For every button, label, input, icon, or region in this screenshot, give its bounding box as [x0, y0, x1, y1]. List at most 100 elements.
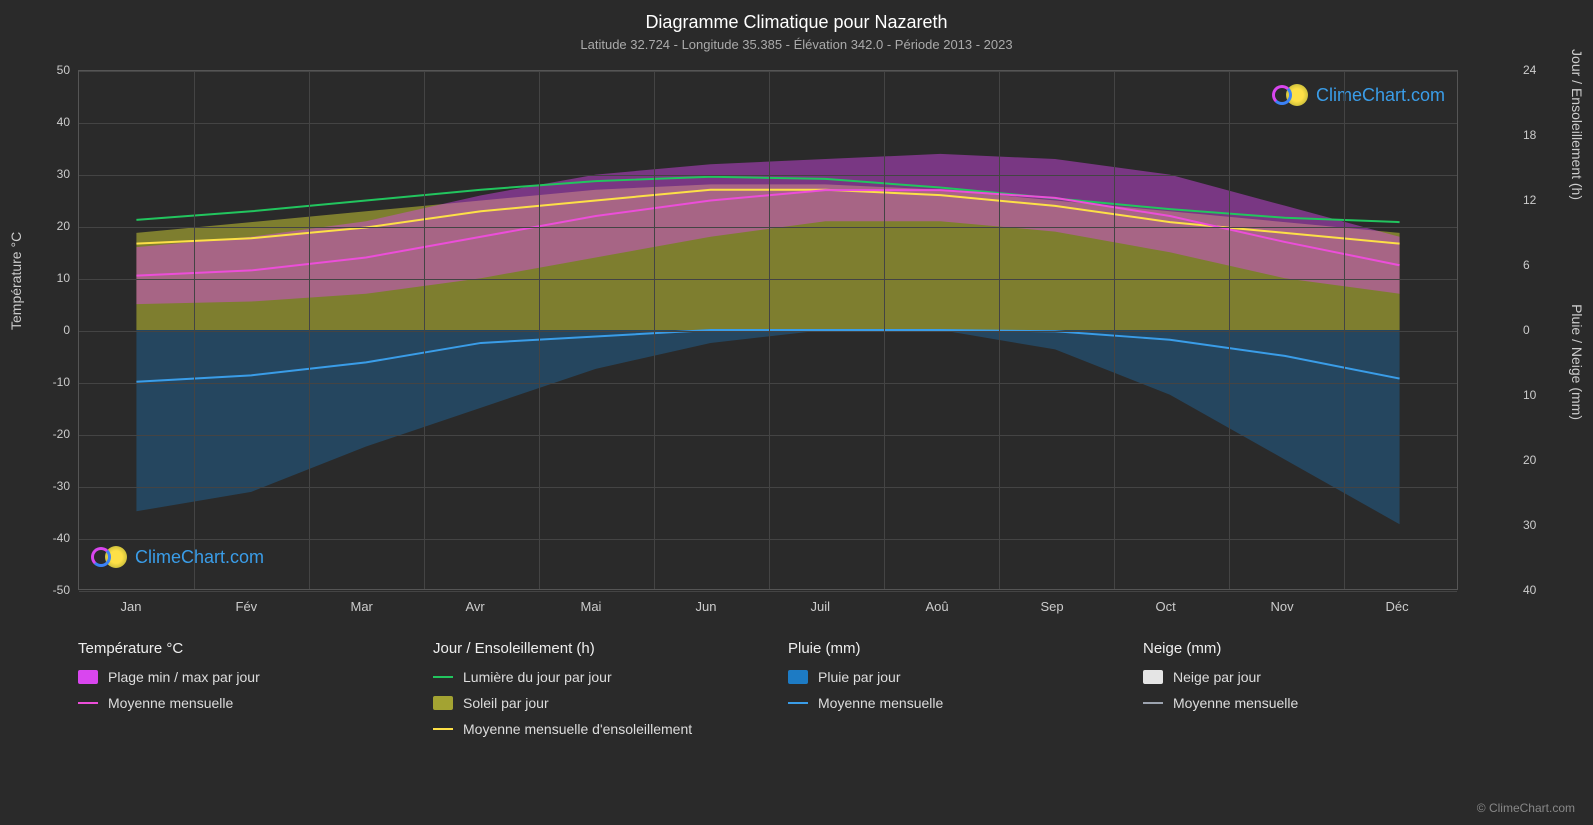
legend-label: Moyenne mensuelle d'ensoleillement — [463, 721, 692, 737]
chart-container: Diagramme Climatique pour Nazareth Latit… — [0, 0, 1593, 825]
y-left-tick: 30 — [57, 167, 70, 181]
legend-item: Moyenne mensuelle d'ensoleillement — [433, 721, 748, 737]
month-label: Oct — [1156, 599, 1176, 614]
legend-swatch — [1143, 702, 1163, 704]
legend-swatch — [433, 696, 453, 710]
grid-line-h — [79, 331, 1457, 332]
grid-line-v — [194, 71, 195, 589]
legend: Température °C Plage min / max par jour M… — [78, 640, 1458, 747]
legend-label: Neige par jour — [1173, 669, 1261, 685]
legend-label: Moyenne mensuelle — [818, 695, 943, 711]
legend-item: Moyenne mensuelle — [788, 695, 1103, 711]
grid-line-v — [999, 71, 1000, 589]
x-axis: JanFévMarAvrMaiJunJuilAoûSepOctNovDéc — [78, 595, 1458, 625]
month-label: Mar — [351, 599, 373, 614]
legend-item: Moyenne mensuelle — [1143, 695, 1458, 711]
legend-swatch — [788, 670, 808, 684]
legend-col-snow: Neige (mm) Neige par jour Moyenne mensuel… — [1143, 640, 1458, 747]
legend-label: Lumière du jour par jour — [463, 669, 612, 685]
legend-swatch — [788, 702, 808, 704]
y-left-tick: -40 — [53, 531, 70, 545]
grid-line-v — [539, 71, 540, 589]
y-right-bottom-tick: 10 — [1523, 388, 1536, 402]
month-label: Jan — [121, 599, 142, 614]
grid-line-v — [424, 71, 425, 589]
watermark-text: ClimeChart.com — [1316, 85, 1445, 106]
legend-item: Plage min / max par jour — [78, 669, 393, 685]
legend-col-rain: Pluie (mm) Pluie par jour Moyenne mensuel… — [788, 640, 1103, 747]
grid-line-h — [79, 227, 1457, 228]
legend-item: Neige par jour — [1143, 669, 1458, 685]
data-svg — [79, 71, 1457, 589]
legend-header-daylight: Jour / Ensoleillement (h) — [433, 640, 748, 657]
y-right-bottom-tick: 40 — [1523, 583, 1536, 597]
y-left-tick: -20 — [53, 427, 70, 441]
month-label: Sep — [1041, 599, 1064, 614]
grid-line-h — [79, 383, 1457, 384]
grid-line-h — [79, 591, 1457, 592]
grid-line-v — [1229, 71, 1230, 589]
grid-line-v — [884, 71, 885, 589]
watermark-top: ClimeChart.com — [1272, 83, 1445, 107]
y-left-tick: -50 — [53, 583, 70, 597]
grid-line-h — [79, 487, 1457, 488]
grid-line-h — [79, 175, 1457, 176]
y-right-top-tick: 12 — [1523, 193, 1536, 207]
y-axis-left: -50-40-30-20-1001020304050 — [20, 70, 75, 590]
legend-swatch — [78, 670, 98, 684]
legend-item: Lumière du jour par jour — [433, 669, 748, 685]
month-label: Avr — [466, 599, 485, 614]
month-label: Jun — [696, 599, 717, 614]
chart-title: Diagramme Climatique pour Nazareth — [0, 0, 1593, 33]
grid-line-v — [1114, 71, 1115, 589]
y-left-tick: 20 — [57, 219, 70, 233]
grid-line-h — [79, 279, 1457, 280]
month-label: Aoû — [926, 599, 949, 614]
y-right-bottom-tick: 30 — [1523, 518, 1536, 532]
legend-header-temp: Température °C — [78, 640, 393, 657]
legend-label: Pluie par jour — [818, 669, 901, 685]
grid-line-v — [769, 71, 770, 589]
y-left-tick: 10 — [57, 271, 70, 285]
legend-col-daylight: Jour / Ensoleillement (h) Lumière du jou… — [433, 640, 748, 747]
legend-item: Soleil par jour — [433, 695, 748, 711]
y-right-top-tick: 6 — [1523, 258, 1530, 272]
y-right-top-tick: 0 — [1523, 323, 1530, 337]
copyright: © ClimeChart.com — [1477, 801, 1575, 815]
grid-line-v — [309, 71, 310, 589]
legend-label: Plage min / max par jour — [108, 669, 260, 685]
legend-swatch — [433, 728, 453, 730]
legend-item: Moyenne mensuelle — [78, 695, 393, 711]
plot-area: ClimeChart.com ClimeChart.com — [78, 70, 1458, 590]
watermark-text: ClimeChart.com — [135, 547, 264, 568]
logo-icon — [91, 545, 129, 569]
y-axis-right: 0612182410203040 — [1518, 70, 1573, 590]
legend-col-temp: Température °C Plage min / max par jour M… — [78, 640, 393, 747]
legend-label: Moyenne mensuelle — [108, 695, 233, 711]
y-right-top-tick: 24 — [1523, 63, 1536, 77]
legend-header-rain: Pluie (mm) — [788, 640, 1103, 657]
chart-subtitle: Latitude 32.724 - Longitude 35.385 - Élé… — [0, 33, 1593, 52]
legend-label: Moyenne mensuelle — [1173, 695, 1298, 711]
y-left-tick: -10 — [53, 375, 70, 389]
month-label: Nov — [1271, 599, 1294, 614]
grid-line-h — [79, 123, 1457, 124]
logo-icon — [1272, 83, 1310, 107]
y-left-tick: -30 — [53, 479, 70, 493]
legend-item: Pluie par jour — [788, 669, 1103, 685]
grid-line-h — [79, 71, 1457, 72]
y-left-tick: 50 — [57, 63, 70, 77]
month-label: Juil — [811, 599, 831, 614]
grid-line-v — [1344, 71, 1345, 589]
month-label: Déc — [1386, 599, 1409, 614]
legend-swatch — [433, 676, 453, 678]
y-right-top-tick: 18 — [1523, 128, 1536, 142]
month-label: Mai — [581, 599, 602, 614]
legend-label: Soleil par jour — [463, 695, 549, 711]
watermark-bottom: ClimeChart.com — [91, 545, 264, 569]
y-right-bottom-tick: 20 — [1523, 453, 1536, 467]
legend-swatch — [78, 702, 98, 704]
y-left-tick: 40 — [57, 115, 70, 129]
y-left-tick: 0 — [63, 323, 70, 337]
legend-header-snow: Neige (mm) — [1143, 640, 1458, 657]
